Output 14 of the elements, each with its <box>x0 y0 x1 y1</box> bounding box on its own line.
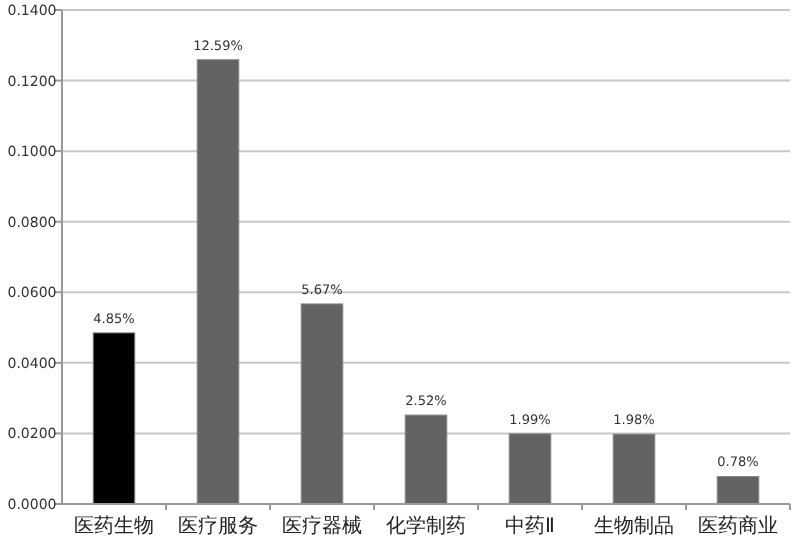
x-tick-label: 化学制药 <box>386 514 466 538</box>
x-tick-label: 医药商业 <box>698 514 778 538</box>
bar <box>92 332 136 505</box>
x-tick-label: 生物制品 <box>594 514 674 538</box>
bar <box>508 433 552 505</box>
x-tick-label: 医疗服务 <box>178 514 258 538</box>
bar <box>196 59 240 505</box>
bar <box>612 433 656 505</box>
x-tick-label: 中药Ⅱ <box>505 514 555 538</box>
x-tick-label: 医药生物 <box>74 514 154 538</box>
x-tick-label: 医疗器械 <box>282 514 362 538</box>
bar <box>300 303 344 505</box>
bar <box>716 475 760 505</box>
bar <box>404 414 448 505</box>
